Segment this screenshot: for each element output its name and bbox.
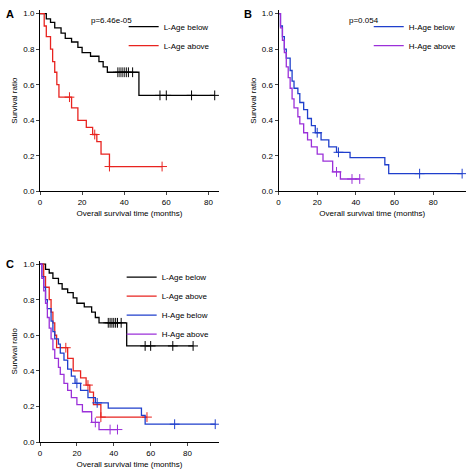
svg-text:0.6: 0.6 [262, 81, 274, 90]
svg-text:H-Age below: H-Age below [162, 311, 208, 320]
svg-text:H-Age above: H-Age above [162, 330, 209, 339]
svg-text:0.0: 0.0 [262, 187, 274, 196]
svg-text:0.4: 0.4 [262, 116, 274, 125]
svg-text:80: 80 [183, 449, 192, 458]
svg-text:20: 20 [78, 198, 87, 207]
svg-text:0.0: 0.0 [23, 187, 35, 196]
svg-text:Survival ratio: Survival ratio [249, 77, 258, 124]
svg-text:p=6.46e-05: p=6.46e-05 [91, 16, 132, 25]
svg-text:A: A [6, 8, 14, 20]
svg-text:L-Age above: L-Age above [164, 42, 210, 51]
svg-text:40: 40 [120, 198, 129, 207]
svg-text:0.4: 0.4 [23, 116, 35, 125]
svg-text:40: 40 [351, 198, 360, 207]
svg-text:Survival ratio: Survival ratio [10, 328, 19, 375]
svg-text:1.0: 1.0 [23, 260, 35, 269]
svg-text:0.2: 0.2 [23, 152, 35, 161]
svg-text:0.2: 0.2 [262, 152, 274, 161]
svg-text:40: 40 [109, 449, 118, 458]
svg-text:L-Age below: L-Age below [164, 23, 209, 32]
svg-text:60: 60 [390, 198, 399, 207]
svg-text:Overall survival time (months): Overall survival time (months) [77, 460, 183, 469]
svg-text:0.4: 0.4 [23, 367, 35, 376]
svg-text:L-Age above: L-Age above [162, 292, 208, 301]
svg-text:0.8: 0.8 [23, 295, 35, 304]
svg-text:80: 80 [429, 198, 438, 207]
svg-text:L-Age below: L-Age below [162, 273, 207, 282]
svg-text:60: 60 [162, 198, 171, 207]
svg-text:0: 0 [276, 198, 281, 207]
svg-text:0.8: 0.8 [23, 45, 35, 54]
svg-text:B: B [244, 8, 252, 20]
svg-text:Overall survival time (months): Overall survival time (months) [77, 209, 183, 218]
svg-text:p=0.054: p=0.054 [349, 16, 379, 25]
svg-text:0.6: 0.6 [23, 331, 35, 340]
svg-text:1.0: 1.0 [262, 9, 274, 18]
svg-text:C: C [6, 258, 14, 270]
svg-text:80: 80 [204, 198, 213, 207]
svg-text:Overall survival time (months): Overall survival time (months) [319, 209, 425, 218]
svg-text:0: 0 [38, 449, 43, 458]
svg-text:1.0: 1.0 [23, 9, 35, 18]
svg-text:H-Age above: H-Age above [409, 42, 456, 51]
svg-text:60: 60 [146, 449, 155, 458]
svg-text:20: 20 [313, 198, 322, 207]
svg-text:0: 0 [38, 198, 43, 207]
svg-text:0.6: 0.6 [23, 81, 35, 90]
svg-text:0.2: 0.2 [23, 402, 35, 411]
svg-text:0.0: 0.0 [23, 438, 35, 447]
svg-text:H-Age below: H-Age below [409, 23, 455, 32]
svg-text:20: 20 [72, 449, 81, 458]
svg-text:0.8: 0.8 [262, 45, 274, 54]
svg-text:Survival ratio: Survival ratio [10, 77, 19, 124]
